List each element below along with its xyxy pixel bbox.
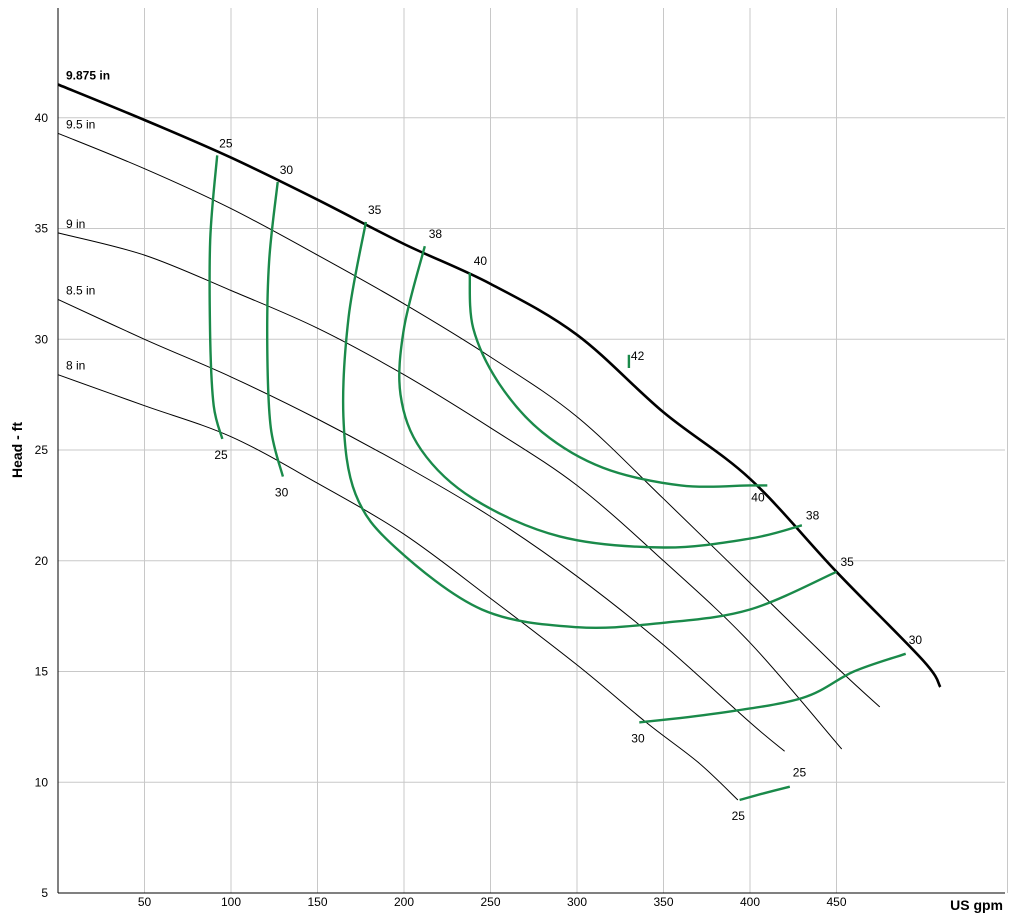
x-tick-label: 50 [138,895,152,909]
efficiency-label: 30 [909,633,923,647]
efficiency-curve [341,221,837,630]
efficiency-curve [468,272,768,488]
efficiency-label: 25 [219,136,233,150]
tick-labels: 50 100 150 200 250 300 350 400 450 5 10 15 20 25 30 35 4… [35,111,847,909]
y-tick-label: 30 [35,332,49,346]
efficiency-label: 38 [429,227,443,241]
impeller-curves [57,83,942,801]
y-tick-label: 5 [41,886,48,900]
efficiency-label: 42 [631,349,645,363]
impeller-curve-8-5-in [57,298,785,752]
efficiency-label: 35 [841,555,855,569]
efficiency-curve [639,652,907,724]
x-tick-label: 150 [307,895,327,909]
efficiency-label: 35 [368,203,382,217]
x-tick-label: 450 [826,895,846,909]
efficiency-curve [208,155,224,440]
curve-labels: 9.875 in 9.5 in 9 in 8.5 in 8 in 25 25 30 30 35 38… [66,69,922,823]
efficiency-label: 30 [631,731,645,745]
efficiency-label: 40 [474,254,488,268]
impeller-label: 9.5 in [66,117,95,131]
y-tick-label: 35 [35,222,49,236]
impeller-curve-9-5-in [57,132,881,708]
y-tick-label: 15 [35,665,49,679]
y-tick-label: 25 [35,443,49,457]
x-tick-label: 200 [394,895,414,909]
impeller-label: 9 in [66,217,85,231]
efficiency-curves [208,155,907,802]
grid-lines [58,8,1008,893]
efficiency-curve [739,785,791,802]
x-tick-label: 400 [740,895,760,909]
x-tick-label: 300 [567,895,587,909]
efficiency-label: 40 [751,490,765,504]
impeller-curve-8-in [57,374,739,801]
y-axis-title: Head - ft [9,422,25,478]
impeller-curve-9-in [57,232,843,750]
efficiency-label: 25 [732,809,746,823]
y-tick-label: 10 [35,775,49,789]
axes [57,8,1005,894]
y-tick-label: 40 [35,111,49,125]
impeller-curve-9-875-in [57,83,942,688]
efficiency-label: 30 [280,163,294,177]
impeller-label: 9.875 in [66,69,110,83]
efficiency-curve [265,181,285,477]
x-tick-label: 350 [653,895,673,909]
efficiency-label: 30 [275,486,289,500]
y-tick-label: 20 [35,554,49,568]
x-tick-label: 250 [480,895,500,909]
efficiency-label: 25 [214,448,228,462]
efficiency-label: 38 [806,508,820,522]
x-tick-label: 100 [221,895,241,909]
impeller-label: 8.5 in [66,283,95,297]
x-axis-title: US gpm [950,897,1003,913]
efficiency-label: 25 [793,766,807,780]
efficiency-curve [398,245,803,549]
impeller-label: 8 in [66,359,85,373]
